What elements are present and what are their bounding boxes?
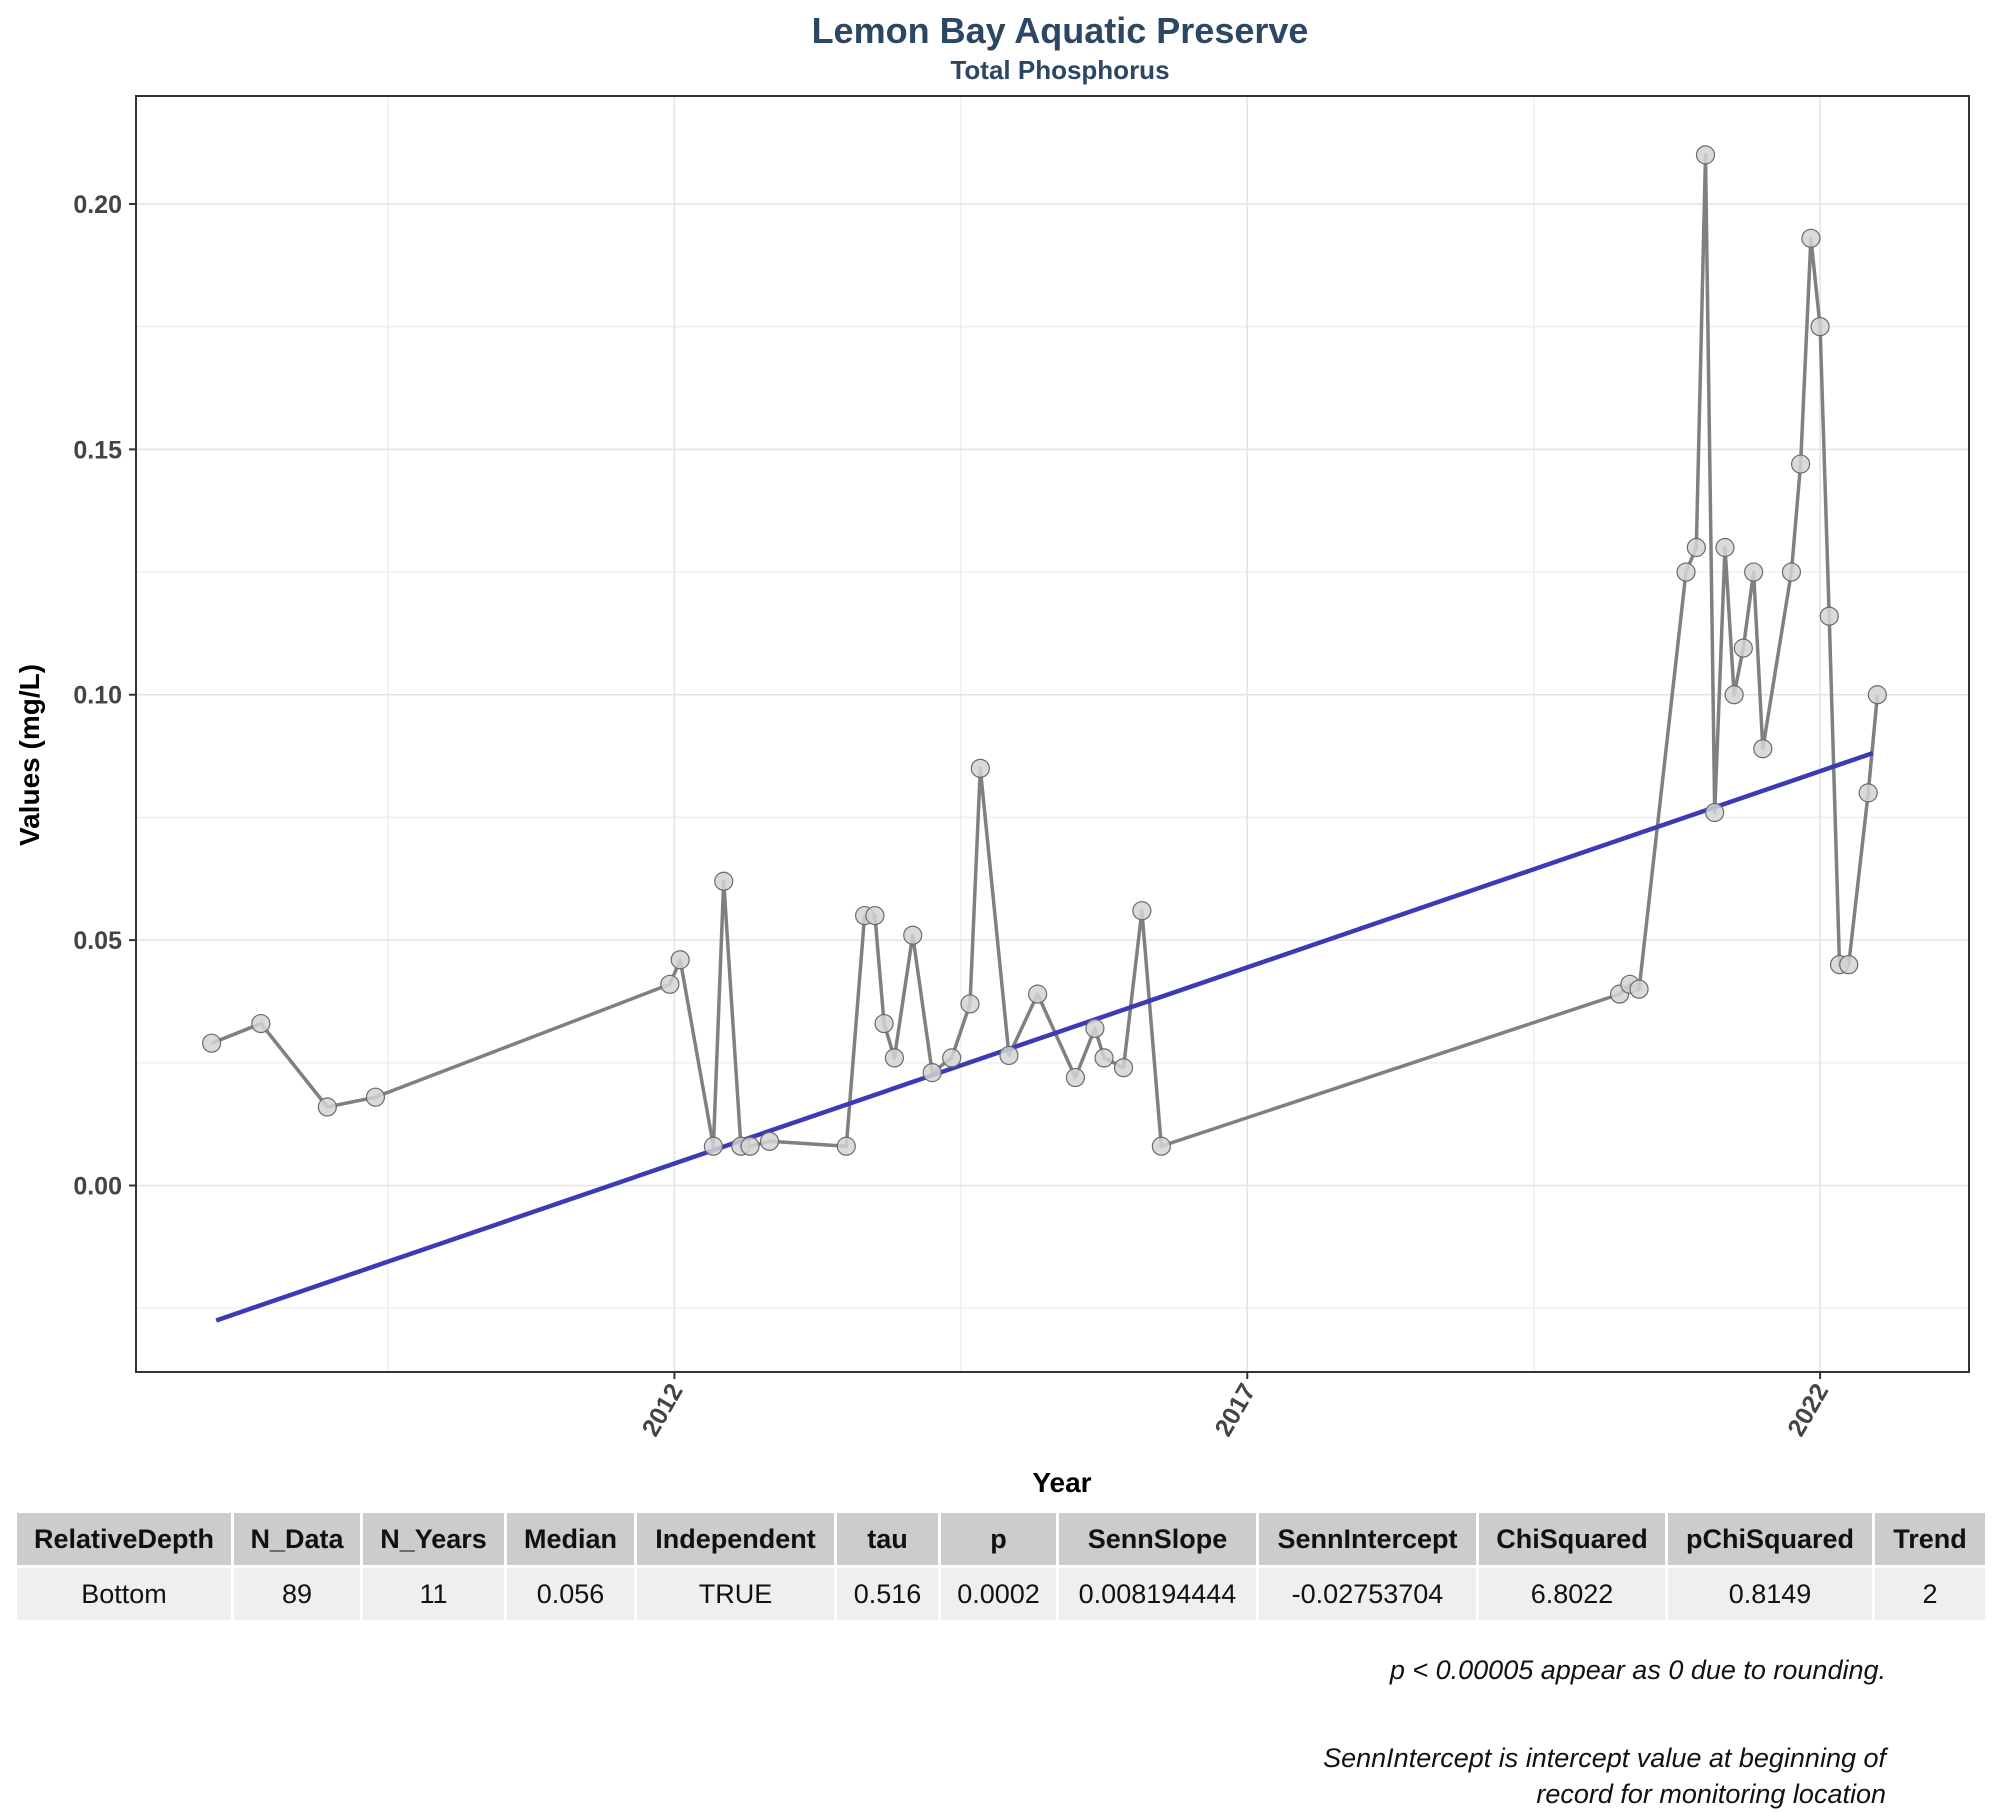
table-header-cell: Trend bbox=[1875, 1513, 1985, 1565]
table-cell: 0.516 bbox=[837, 1565, 941, 1620]
data-point bbox=[660, 974, 680, 994]
data-point bbox=[365, 1087, 386, 1107]
data-point bbox=[884, 1048, 905, 1068]
data-point bbox=[942, 1048, 962, 1068]
data-point bbox=[1065, 1067, 1086, 1088]
footnote-rounding: p < 0.00005 appear as 0 due to rounding. bbox=[1389, 1655, 1886, 1685]
data-point bbox=[1810, 317, 1830, 337]
data-point bbox=[1819, 606, 1839, 626]
data-point bbox=[1705, 802, 1725, 823]
data-point bbox=[670, 950, 690, 970]
x-tick-label: 2012 bbox=[637, 1379, 689, 1441]
y-tick-label: 0.00 bbox=[73, 1173, 122, 1201]
data-point bbox=[874, 1013, 894, 1034]
table-header-cell: p bbox=[941, 1513, 1059, 1565]
table-header-cell: RelativeDepth bbox=[17, 1513, 234, 1565]
y-tick-label: 0.10 bbox=[73, 682, 122, 710]
y-tick-label: 0.15 bbox=[73, 436, 122, 464]
y-tick-label: 0.20 bbox=[73, 191, 122, 219]
data-point bbox=[1113, 1058, 1134, 1078]
data-point bbox=[970, 758, 990, 778]
footnote-intercept: SennIntercept is intercept value at begi… bbox=[1323, 1740, 1886, 1812]
x-tick-label: 2017 bbox=[1209, 1379, 1261, 1441]
data-point bbox=[999, 1045, 1019, 1066]
table-header-cell: ChiSquared bbox=[1479, 1513, 1668, 1565]
y-axis-label: Values (mg/L) bbox=[14, 664, 45, 846]
chart-subtitle: Total Phosphorus bbox=[950, 55, 1169, 85]
table-cell: TRUE bbox=[637, 1565, 837, 1620]
data-point bbox=[317, 1097, 337, 1117]
data-point bbox=[1790, 454, 1811, 474]
y-tick-label: 0.05 bbox=[73, 927, 122, 955]
data-point bbox=[1695, 145, 1716, 165]
data-point bbox=[1094, 1048, 1114, 1068]
table-header-cell: pChiSquared bbox=[1668, 1513, 1875, 1565]
data-point bbox=[865, 905, 885, 926]
data-point bbox=[1744, 562, 1764, 582]
stats-table: RelativeDepth N_Data N_Years Median Inde… bbox=[17, 1513, 1985, 1620]
data-point bbox=[1858, 783, 1878, 803]
trend-line bbox=[215, 751, 1874, 1323]
data-point bbox=[1867, 685, 1887, 705]
table-cell: 0.056 bbox=[507, 1565, 637, 1620]
table-cell: 0.008194444 bbox=[1059, 1565, 1259, 1620]
table-row: Bottom 89 11 0.056 TRUE 0.516 0.0002 0.0… bbox=[17, 1565, 1985, 1620]
data-point bbox=[836, 1136, 856, 1156]
data-point bbox=[960, 994, 980, 1014]
table-header-row: RelativeDepth N_Data N_Years Median Inde… bbox=[17, 1513, 1985, 1565]
data-point bbox=[251, 1013, 271, 1034]
plot-panel bbox=[135, 95, 1970, 1373]
data-point bbox=[922, 1063, 942, 1083]
data-point bbox=[1028, 984, 1048, 1004]
data-point bbox=[1085, 1018, 1105, 1039]
table-cell: Bottom bbox=[17, 1565, 234, 1620]
data-point bbox=[1801, 228, 1821, 248]
table-cell: 0.0002 bbox=[941, 1565, 1059, 1620]
table-header-cell: SennSlope bbox=[1059, 1513, 1259, 1565]
table-cell: 89 bbox=[234, 1565, 363, 1620]
data-point bbox=[903, 925, 923, 945]
data-point bbox=[1132, 901, 1152, 921]
data-point bbox=[1151, 1136, 1171, 1156]
table-header-cell: N_Data bbox=[234, 1513, 363, 1565]
table-header-cell: SennIntercept bbox=[1259, 1513, 1479, 1565]
data-point bbox=[1724, 685, 1744, 705]
table-header-cell: Median bbox=[507, 1513, 637, 1565]
data-point bbox=[759, 1131, 780, 1151]
table-cell: -0.02753704 bbox=[1259, 1565, 1479, 1620]
chart-title: Lemon Bay Aquatic Preserve bbox=[812, 10, 1309, 51]
table-header-cell: Independent bbox=[637, 1513, 837, 1565]
data-point bbox=[1715, 537, 1735, 558]
data-point bbox=[1839, 955, 1859, 975]
table-header-cell: N_Years bbox=[363, 1513, 507, 1565]
footnote-intercept-line-2: record for monitoring location bbox=[1536, 1779, 1886, 1809]
table-cell: 2 bbox=[1875, 1565, 1985, 1620]
footnote-intercept-line-1: SennIntercept is intercept value at begi… bbox=[1323, 1743, 1886, 1773]
data-point bbox=[1629, 979, 1649, 999]
data-point bbox=[740, 1136, 760, 1156]
table-header-cell: tau bbox=[837, 1513, 941, 1565]
data-point bbox=[1781, 562, 1802, 582]
data-point bbox=[714, 871, 734, 891]
data-point bbox=[202, 1033, 222, 1053]
data-point bbox=[1733, 638, 1753, 658]
x-tick-label: 2022 bbox=[1782, 1379, 1834, 1441]
data-point bbox=[1686, 537, 1706, 558]
data-point bbox=[1676, 562, 1696, 582]
table-cell: 0.8149 bbox=[1668, 1565, 1875, 1620]
table-cell: 11 bbox=[363, 1565, 507, 1620]
data-point bbox=[703, 1136, 723, 1156]
x-axis-label: Year bbox=[1032, 1467, 1091, 1498]
data-point bbox=[1753, 739, 1773, 759]
table-cell: 6.8022 bbox=[1479, 1565, 1668, 1620]
